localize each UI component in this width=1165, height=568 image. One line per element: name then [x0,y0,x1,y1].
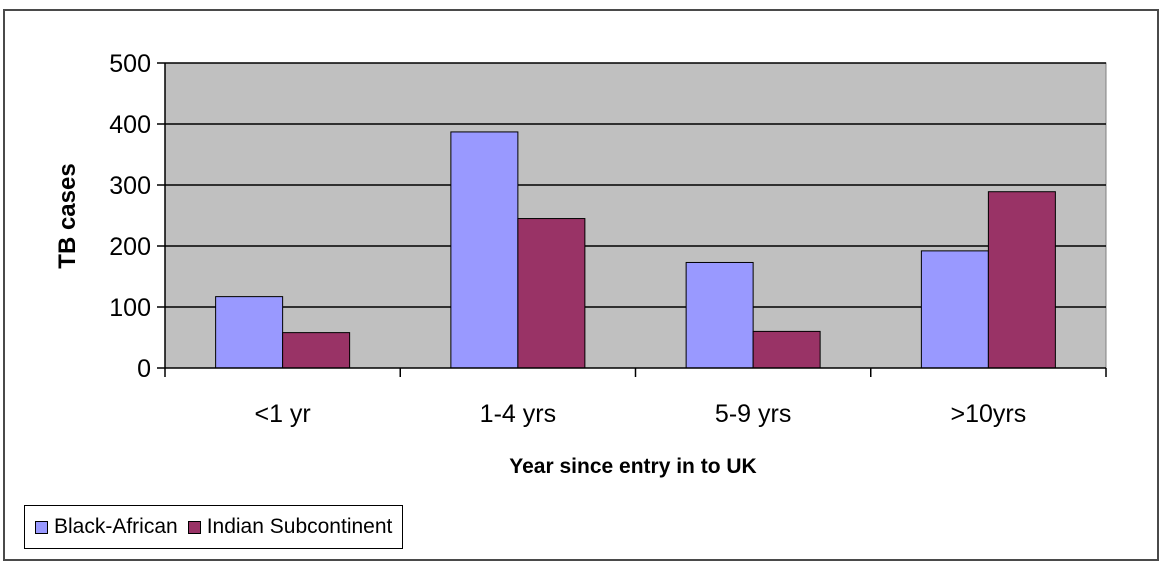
y-axis-title: TB cases [54,163,81,268]
legend-item-black-african: Black-African [35,515,178,539]
legend: Black-African Indian Subcontinent [24,505,404,549]
y-tick-label: 300 [109,172,151,200]
bar-indian-subcontinent-0 [282,332,351,369]
legend-item-indian-subcontinent: Indian Subcontinent [187,515,393,539]
axes [157,62,1107,377]
bar-black-african-1 [450,131,519,369]
y-tick-labels: 0 100 200 300 400 500 [109,50,151,383]
y-tick-label: 400 [109,111,151,139]
bar-indian-subcontinent-1 [517,218,586,369]
bar-black-african-0 [215,296,284,369]
legend-swatch-indian-subcontinent [187,520,201,534]
bar-indian-subcontinent-3 [987,191,1056,369]
y-tick-label: 500 [109,50,151,78]
x-tick-label: <1 yr [254,400,310,428]
bar-black-african-3 [920,250,989,369]
x-tick-label: 5-9 yrs [715,400,791,428]
y-tick-label: 100 [109,294,151,322]
legend-label-indian-subcontinent: Indian Subcontinent [206,515,393,538]
x-tick-label: >10yrs [951,400,1027,428]
x-axis-title: Year since entry in to UK [509,455,756,478]
bar-indian-subcontinent-2 [752,330,821,369]
y-tick-label: 200 [109,233,151,261]
y-tick-label: 0 [137,355,151,383]
x-tick-label: 1-4 yrs [480,400,556,428]
x-tick-labels: <1 yr 1-4 yrs 5-9 yrs >10yrs [254,400,1026,428]
legend-swatch-black-african [35,520,48,534]
bars [215,131,1056,369]
bar-black-african-2 [685,261,754,369]
legend-label-black-african: Black-African [54,515,178,538]
gridlines [165,62,1106,308]
